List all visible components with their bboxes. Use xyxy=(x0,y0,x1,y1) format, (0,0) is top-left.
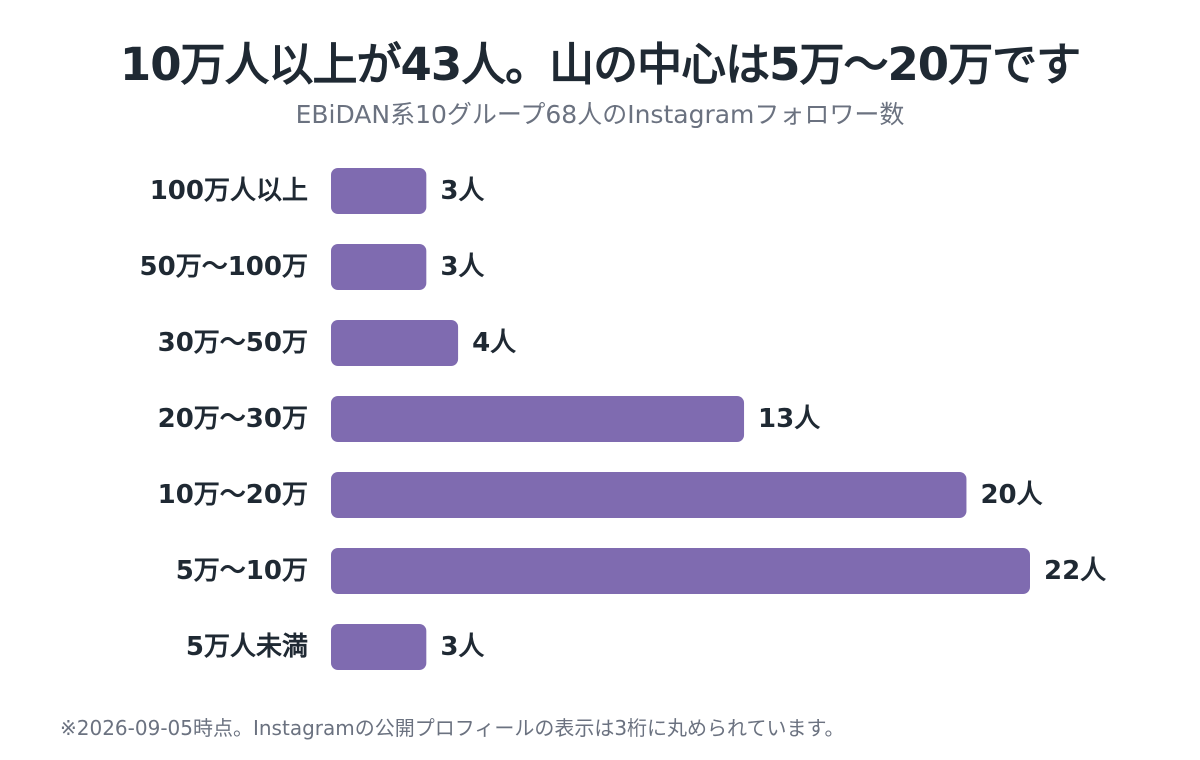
bar xyxy=(331,168,427,214)
value-label: 22人 xyxy=(1044,556,1106,586)
bar xyxy=(331,244,427,290)
value-label: 13人 xyxy=(758,404,820,434)
bar xyxy=(331,396,745,442)
footnote: ※2026-09-05時点。Instagramの公開プロフィールの表示は3桁に丸… xyxy=(60,716,845,740)
category-label: 5万人未満 xyxy=(186,632,308,662)
bar xyxy=(331,548,1030,594)
value-label: 3人 xyxy=(440,176,484,206)
category-label: 10万〜20万 xyxy=(158,480,308,510)
category-label: 5万〜10万 xyxy=(176,556,308,586)
chart-title: 10万人以上が43人。山の中心は5万〜20万です xyxy=(119,38,1081,91)
value-label: 20人 xyxy=(980,480,1042,510)
category-label: 50万〜100万 xyxy=(140,252,308,282)
bar xyxy=(331,472,967,518)
category-label: 20万〜30万 xyxy=(158,404,308,434)
bar xyxy=(331,624,427,670)
bar xyxy=(331,320,459,366)
category-label: 30万〜50万 xyxy=(158,328,308,358)
value-label: 3人 xyxy=(440,632,484,662)
category-label: 100万人以上 xyxy=(150,176,308,206)
value-label: 4人 xyxy=(472,328,516,358)
chart-subtitle: EBiDAN系10グループ68人のInstagramフォロワー数 xyxy=(295,100,905,129)
value-label: 3人 xyxy=(440,252,484,282)
